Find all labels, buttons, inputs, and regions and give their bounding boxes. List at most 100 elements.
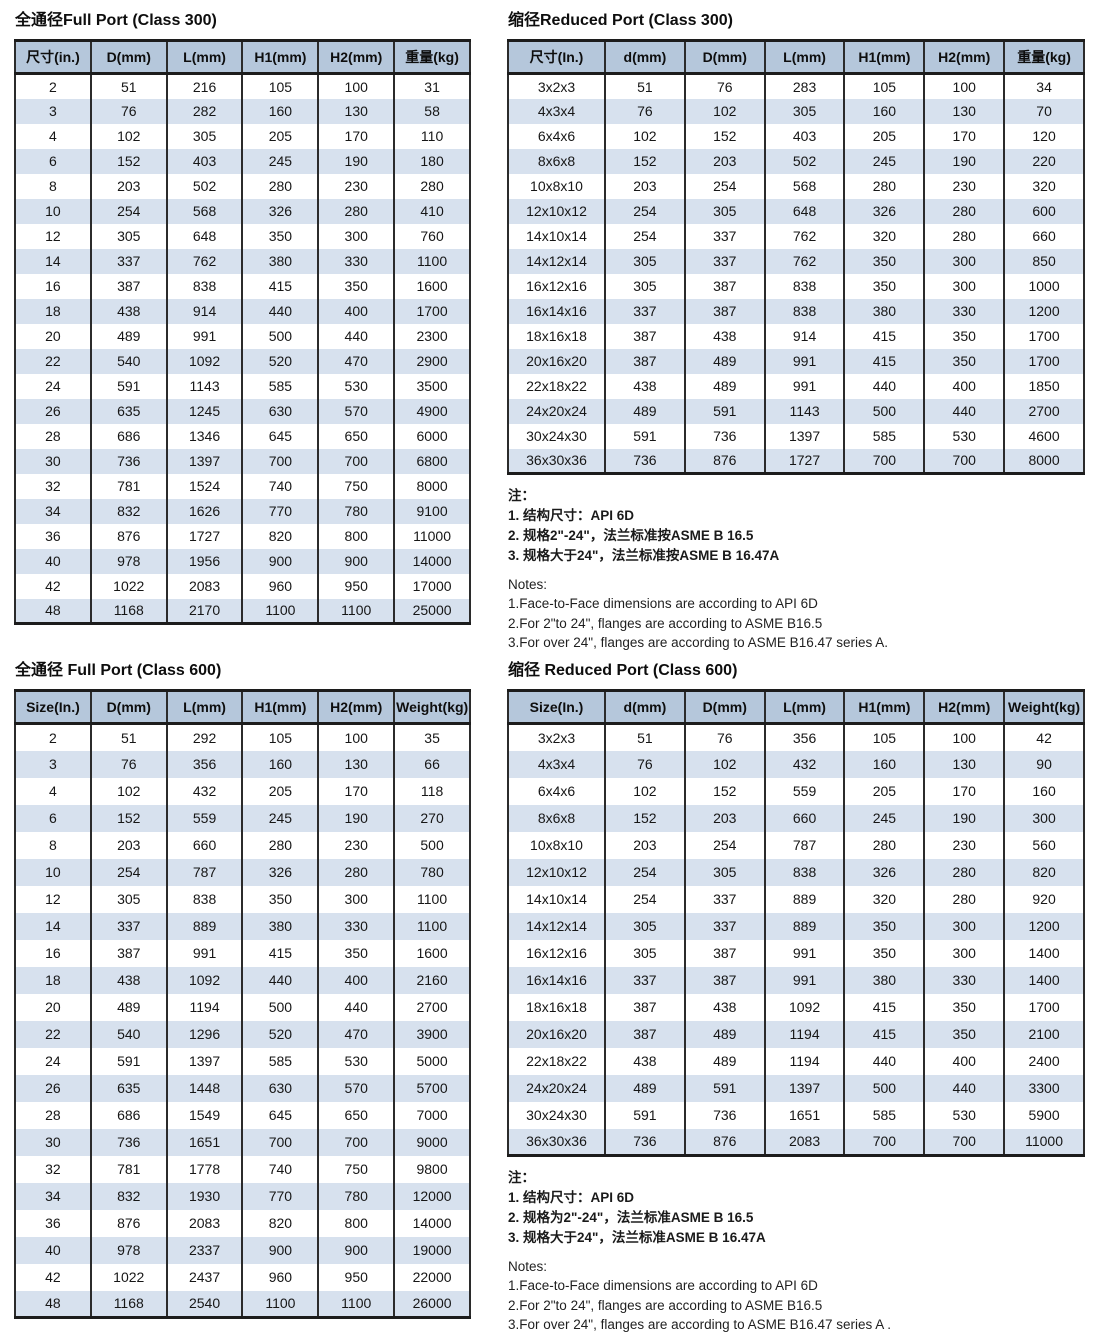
table-row: 42 1022 2083 960 950 17000: [15, 573, 470, 599]
cell: 781: [89, 473, 167, 499]
cell: 6000: [393, 423, 470, 449]
cell: 700: [317, 448, 395, 474]
column-header: L(mm): [165, 40, 243, 75]
cell: 889: [763, 912, 845, 940]
column-header: D(mm): [683, 40, 765, 75]
table-title-full-port-class-300: 全通径Full Port (Class 300): [15, 12, 217, 29]
cell: 10x8x10: [530, 178, 583, 194]
cell: 58: [393, 98, 470, 124]
cell: 585: [241, 373, 319, 399]
cell: 960: [241, 1263, 319, 1291]
table-row: 28 686 1549 645 650 7000: [15, 1101, 470, 1129]
cell: 1194: [763, 1020, 845, 1048]
cell: 10: [15, 858, 91, 886]
cell: 350: [923, 323, 1005, 349]
table-row: 12 305 838 350 300 1100: [15, 885, 470, 913]
table-row: 14x12x14 305 337 762 350 300 850: [508, 248, 1084, 274]
cell: 300: [923, 939, 1005, 967]
cell: 2337: [165, 1236, 243, 1264]
cell: 20x16x20: [508, 348, 605, 374]
cell: 20: [45, 999, 61, 1015]
cell: 6x4x6: [537, 128, 576, 144]
cell: 1200: [1003, 912, 1084, 940]
notes-class-600: 注： 1. 结构尺寸：API 6D 2. 规格为2"-24"，法兰标准ASME B …: [507, 1168, 1085, 1335]
cell: 750: [317, 1155, 395, 1183]
table-row: 18 438 914 440 400 1700: [15, 298, 470, 324]
cell: 102: [683, 750, 765, 778]
table-row: 10 254 568 326 280 410: [15, 198, 470, 224]
cell: 2100: [1003, 1020, 1084, 1048]
cell: 700: [843, 448, 925, 474]
table-row: 32 781 1524 740 750 8000: [15, 473, 470, 499]
cell: 2170: [165, 598, 243, 624]
cell: 415: [241, 273, 319, 299]
cell: 876: [683, 1128, 765, 1156]
cell: 356: [165, 750, 243, 778]
table-row: 36x30x36 736 876 1727 700 700 8000: [508, 448, 1084, 474]
cell: 991: [763, 373, 845, 399]
cell: 22: [15, 1020, 91, 1048]
cell: 20x16x20: [508, 1020, 605, 1048]
cell: 568: [763, 173, 845, 199]
section-full-port-class-600: 全通径 Full Port (Class 600) Size(In.) D(mm)…: [14, 656, 471, 1319]
cell: 489: [683, 1020, 765, 1048]
cell: 660: [165, 831, 243, 859]
cell: 440: [317, 323, 395, 349]
section-full-port-class-300: 全通径Full Port (Class 300) 尺寸(in.) D(mm) L(m…: [14, 6, 471, 625]
cell: 190: [923, 148, 1005, 174]
cell: 380: [843, 298, 925, 324]
cell: 978: [89, 548, 167, 574]
cell: 1100: [241, 1290, 319, 1318]
cell: 5900: [1003, 1101, 1084, 1129]
cell: 1700: [1003, 993, 1084, 1021]
table-reduced-port-class-600: Size(In.) d(mm) D(mm) L(mm) H1(mm) H2(mm) Weig…: [507, 689, 1085, 1157]
cell: 326: [241, 198, 319, 224]
cell: 660: [763, 804, 845, 832]
table-row: 18x16x18 387 438 914 415 350 1700: [508, 323, 1084, 349]
table-row: 24x20x24 489 591 1143 500 440 2700: [508, 398, 1084, 424]
cell: 51: [604, 723, 685, 751]
table-title-reduced-port-class-300: 缩径Reduced Port (Class 300): [508, 12, 733, 29]
cell: 12: [45, 891, 61, 907]
cell: 22: [15, 348, 91, 374]
cell: 102: [683, 98, 765, 124]
cell: 42: [45, 578, 61, 594]
table-row: 4x3x4 76 102 305 160 130 70: [508, 98, 1084, 124]
cell: 32: [45, 1161, 61, 1177]
cell: 838: [165, 885, 243, 913]
cell: 3: [15, 98, 91, 124]
column-header: 重量(kg): [393, 40, 470, 75]
cell: 34: [15, 498, 91, 524]
cell: 120: [1003, 123, 1084, 149]
cell: 838: [763, 298, 845, 324]
cell: 736: [89, 1128, 167, 1156]
table-row: 10x8x10 203 254 787 280 230 560: [508, 831, 1084, 859]
cell: 1100: [393, 885, 470, 913]
table-row: 4 102 305 205 170 110: [15, 123, 470, 149]
cell: 1168: [89, 1290, 167, 1318]
table-row: 30 736 1651 700 700 9000: [15, 1128, 470, 1156]
table-row: 22x18x22 438 489 991 440 400 1850: [508, 373, 1084, 399]
cell: 12x10x12: [508, 198, 605, 224]
cell: 14: [15, 912, 91, 940]
cell: 2083: [763, 1128, 845, 1156]
cell: 780: [317, 498, 395, 524]
cell: 787: [165, 858, 243, 886]
cell: 19000: [393, 1236, 470, 1264]
column-header: D(mm): [683, 690, 765, 725]
cell: 1168: [89, 598, 167, 624]
cell: 1524: [165, 473, 243, 499]
cell: 736: [604, 1128, 685, 1156]
cell: 22x18x22: [526, 1053, 587, 1069]
cell: 22000: [393, 1263, 470, 1291]
table-row: 36 876 2083 820 800 14000: [15, 1209, 470, 1237]
cell: 12: [45, 228, 61, 244]
cell: 1397: [763, 1074, 845, 1102]
cell: 48: [15, 598, 91, 624]
note-line-en: 3.For over 24", flanges are according to…: [508, 1317, 892, 1333]
cell: 660: [1003, 223, 1084, 249]
cell: 350: [843, 248, 925, 274]
column-header: H1(mm): [241, 40, 319, 75]
cell: 110: [393, 123, 470, 149]
cell: 1400: [1003, 966, 1084, 994]
